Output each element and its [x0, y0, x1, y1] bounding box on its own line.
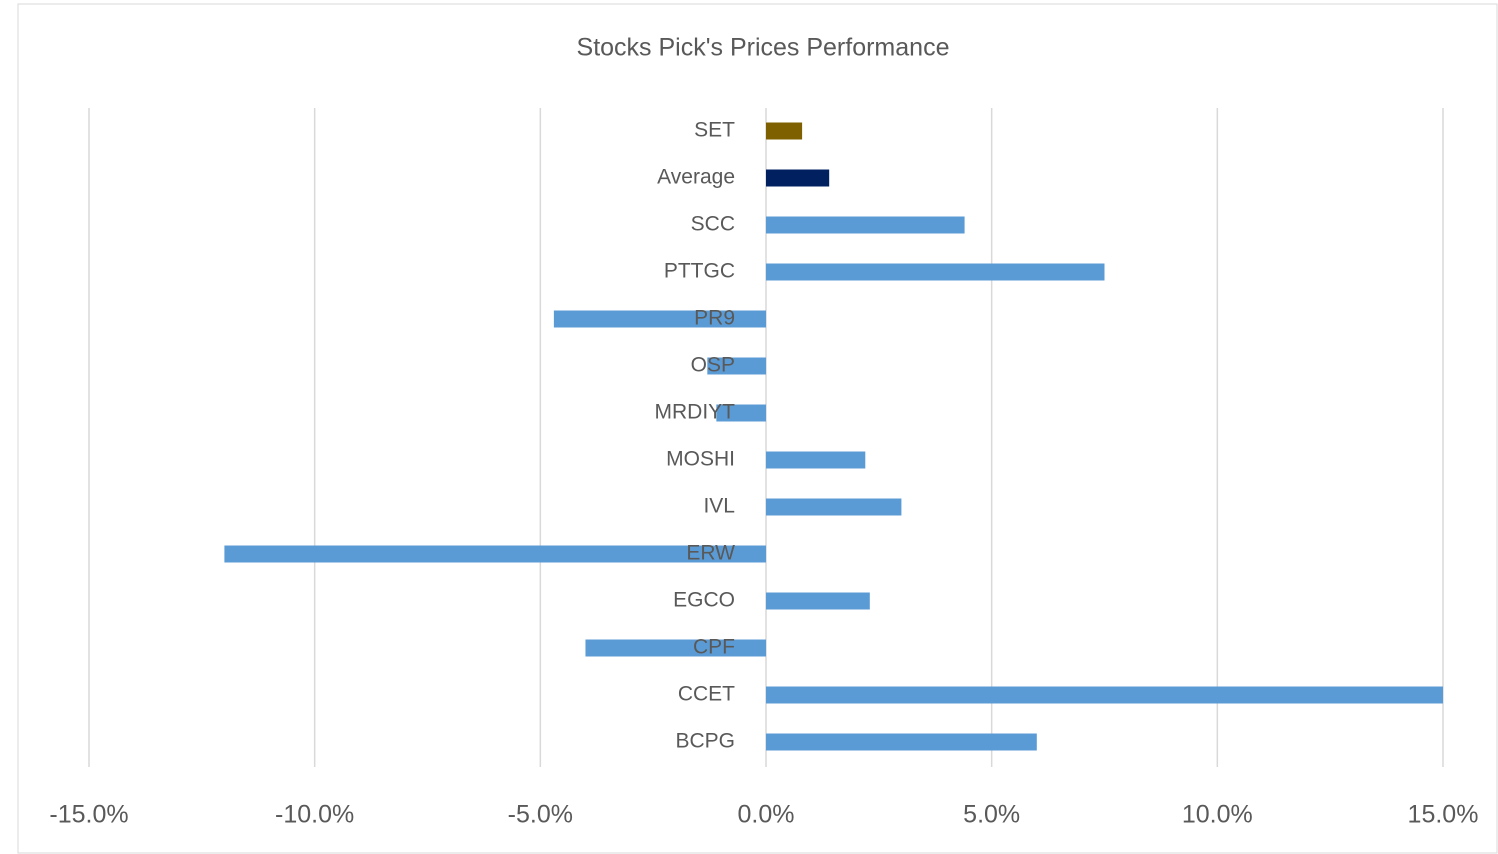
chart-title: Stocks Pick's Prices Performance [577, 34, 950, 62]
y-tick-label: MOSHI [666, 448, 735, 471]
y-tick-label: Average [657, 166, 735, 189]
y-tick-label: IVL [703, 495, 735, 518]
x-tick-label: 5.0% [963, 801, 1020, 829]
x-tick-label: 10.0% [1182, 801, 1253, 829]
y-tick-label: OSP [691, 354, 735, 377]
y-tick-label: MRDIYT [655, 401, 736, 424]
bar [766, 122, 803, 140]
x-tick-label: -5.0% [508, 801, 573, 829]
bar [766, 451, 866, 469]
bar [716, 404, 766, 422]
y-tick-label: BCPG [675, 730, 735, 753]
y-tick-label: ERW [686, 542, 735, 565]
chart-frame [17, 3, 1498, 854]
y-tick-label: CCET [678, 683, 735, 706]
bar [766, 592, 870, 610]
bar [585, 639, 766, 657]
y-tick-label: SET [694, 119, 735, 142]
bar [553, 310, 766, 328]
y-tick-label: PTTGC [664, 260, 735, 283]
y-tick-label: EGCO [673, 589, 735, 612]
bar [766, 686, 1443, 704]
y-tick-label: SCC [691, 213, 735, 236]
bar [766, 169, 830, 187]
bar [766, 733, 1037, 751]
x-tick-label: -15.0% [49, 801, 128, 829]
x-tick-label: 0.0% [738, 801, 795, 829]
bar [766, 216, 965, 234]
y-tick-label: CPF [693, 636, 735, 659]
x-tick-label: 15.0% [1408, 801, 1479, 829]
bar [766, 263, 1105, 281]
bar [224, 545, 766, 563]
bar [766, 498, 902, 516]
x-tick-label: -10.0% [275, 801, 354, 829]
bar [707, 357, 766, 375]
y-tick-label: PR9 [694, 307, 735, 330]
